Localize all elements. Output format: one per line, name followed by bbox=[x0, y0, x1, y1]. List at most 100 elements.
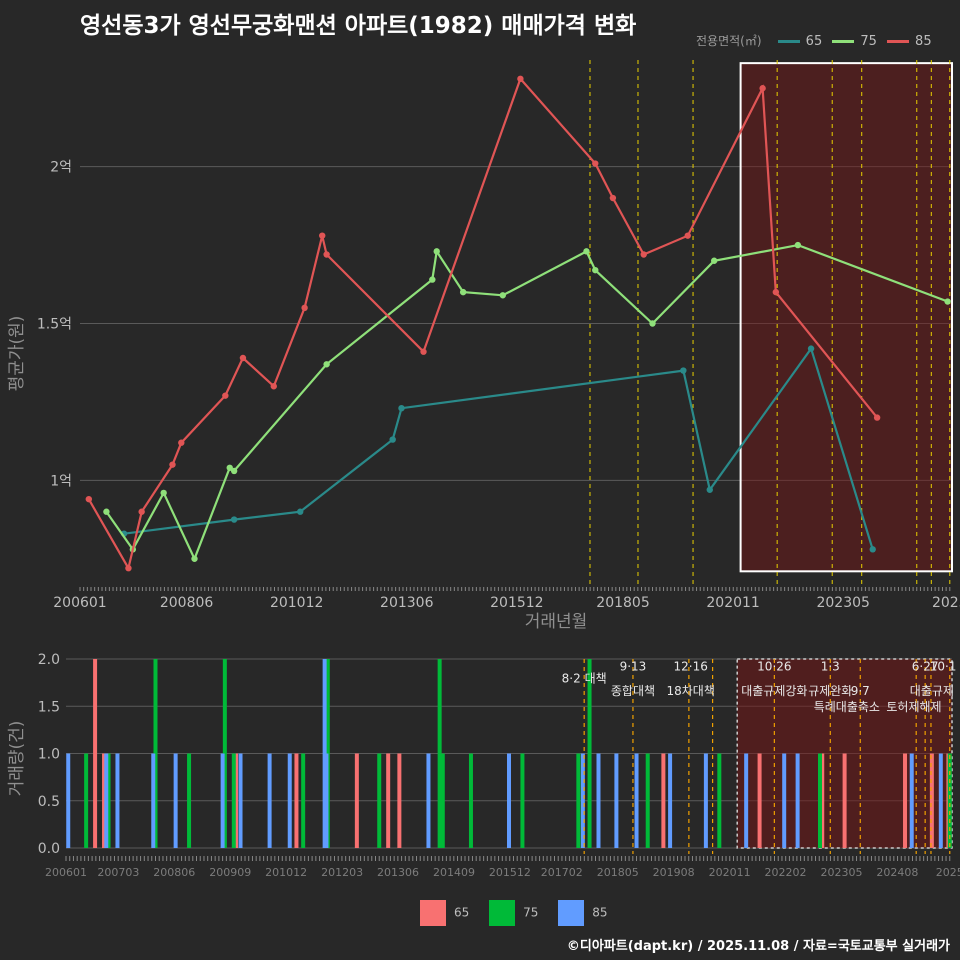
bar-x-tick-13: 202202 bbox=[765, 866, 807, 879]
line-x-tick-6: 202011 bbox=[706, 595, 759, 611]
line-x-tick-5: 201805 bbox=[596, 595, 649, 611]
line-point-85-7 bbox=[270, 383, 277, 390]
bar-85-23 bbox=[938, 753, 943, 848]
line-point-75-6 bbox=[323, 361, 330, 368]
bar-85-4 bbox=[173, 753, 178, 848]
bar-85-19 bbox=[744, 753, 749, 848]
bar-annotation-11: 토허제해제 bbox=[886, 700, 941, 714]
line-point-75-7 bbox=[429, 276, 436, 283]
legend-label-85: 85 bbox=[915, 34, 932, 49]
bar-85-5 bbox=[220, 753, 225, 848]
bar-75-11 bbox=[468, 753, 473, 848]
line-point-85-12 bbox=[517, 75, 524, 83]
line-x-axis-title: 거래년월 bbox=[525, 612, 588, 632]
bar-65-7 bbox=[661, 753, 666, 848]
bar-annotation-3: 12·16 bbox=[673, 659, 707, 673]
bar-75-12 bbox=[520, 753, 525, 848]
line-x-tick-8: 2025 bbox=[932, 595, 960, 611]
line-point-85-9 bbox=[319, 232, 326, 239]
bar-85-12 bbox=[507, 753, 511, 848]
bar-y-tick-3: 1.5 bbox=[38, 699, 60, 715]
bar-85-17 bbox=[668, 753, 673, 848]
bar-85-22 bbox=[909, 753, 914, 848]
line-point-85-11 bbox=[420, 348, 427, 355]
bar-annotation-7: 1·3 bbox=[821, 659, 840, 673]
bar-65-1 bbox=[102, 753, 107, 848]
bar-x-tick-2: 200806 bbox=[153, 866, 195, 879]
line-point-75-11 bbox=[583, 248, 590, 255]
bar-y-tick-4: 2.0 bbox=[38, 652, 60, 668]
line-point-65-4 bbox=[398, 404, 405, 412]
line-x-tick-7: 202305 bbox=[816, 595, 869, 611]
bar-65-5 bbox=[386, 753, 391, 848]
bar-annotation-12: 6·27 bbox=[912, 659, 939, 673]
bar-y-tick-0: 0.0 bbox=[38, 841, 60, 857]
line-point-65-1 bbox=[230, 516, 238, 523]
bar-y-tick-1: 0.5 bbox=[38, 794, 60, 810]
bar-legend-label-75: 75 bbox=[523, 905, 539, 920]
line-x-tick-1: 200806 bbox=[160, 595, 214, 611]
bar-annotation-13: 10·1 bbox=[930, 659, 957, 673]
bar-85-18 bbox=[703, 753, 708, 848]
line-point-75-5 bbox=[230, 467, 238, 475]
bar-85-7 bbox=[267, 753, 272, 848]
bar-y-axis-title: 거래량(건) bbox=[7, 721, 27, 797]
bar-85-14 bbox=[596, 753, 601, 848]
bar-75-9 bbox=[437, 659, 442, 848]
line-point-85-8 bbox=[301, 304, 308, 312]
line-point-85-15 bbox=[640, 251, 647, 258]
line-point-85-19 bbox=[873, 414, 881, 421]
line-y-tick-2: 2억 bbox=[50, 160, 72, 176]
bar-85-2 bbox=[115, 753, 120, 848]
bar-85-11 bbox=[426, 753, 431, 848]
bar-x-tick-16: 2025 bbox=[936, 866, 960, 879]
bar-x-tick-11: 201908 bbox=[653, 866, 695, 879]
line-y-tick-0: 1억 bbox=[50, 473, 72, 489]
legend-label-65: 65 bbox=[805, 34, 823, 49]
bar-75-2 bbox=[153, 659, 158, 848]
bar-x-tick-3: 200909 bbox=[209, 866, 251, 879]
line-y-axis-title: 평균가(원) bbox=[7, 316, 27, 392]
bar-85-20 bbox=[782, 753, 787, 848]
bar-65-3 bbox=[294, 753, 299, 848]
bar-85-10 bbox=[324, 753, 329, 848]
bar-65-11 bbox=[903, 753, 908, 848]
bar-legend-item-75: 75 bbox=[489, 900, 538, 926]
bar-75-1 bbox=[106, 753, 111, 848]
bar-annotation-9: 9·7 bbox=[851, 684, 870, 698]
bar-85-15 bbox=[614, 753, 619, 848]
bar-75-5 bbox=[231, 753, 236, 848]
bar-75-3 bbox=[187, 753, 192, 848]
line-point-85-14 bbox=[609, 194, 617, 202]
bar-x-tick-8: 201512 bbox=[489, 866, 531, 879]
bar-x-tick-5: 201203 bbox=[321, 866, 363, 879]
line-point-65-2 bbox=[297, 508, 304, 515]
bar-75-18 bbox=[947, 753, 952, 848]
line-x-tick-0: 200601 bbox=[53, 595, 106, 611]
bar-annotation-4: 18차대책 bbox=[666, 683, 714, 698]
bar-65-4 bbox=[354, 753, 359, 848]
bar-65-6 bbox=[397, 753, 402, 848]
line-point-85-5 bbox=[222, 392, 229, 399]
line-point-75-16 bbox=[944, 298, 951, 305]
line-point-75-13 bbox=[649, 320, 656, 327]
bar-x-tick-7: 201409 bbox=[433, 866, 475, 879]
line-point-75-14 bbox=[710, 257, 718, 264]
line-point-75-9 bbox=[459, 288, 467, 296]
bar-annotation-10: 특례대출축소 bbox=[814, 700, 880, 714]
line-point-75-8 bbox=[433, 248, 440, 255]
bar-65-0 bbox=[93, 659, 98, 848]
line-point-85-0 bbox=[85, 495, 93, 503]
line-point-65-6 bbox=[706, 486, 713, 493]
bar-legend-swatch-85 bbox=[558, 900, 585, 926]
chart-title: 영선동3가 영선무궁화맨션 아파트(1982) 매매가격 변화 bbox=[80, 13, 637, 39]
bar-75-10 bbox=[440, 753, 445, 848]
credit-text: ©디아파트(dapt.kr) / 2025.11.08 / 자료=국토교통부 실… bbox=[566, 939, 950, 954]
bar-annotation-14: 대출규제 bbox=[910, 684, 954, 698]
legend-item-75: 75 bbox=[832, 34, 877, 49]
bar-annotation-6: 대출규제강화 bbox=[741, 684, 807, 698]
bar-x-tick-6: 201306 bbox=[377, 866, 419, 879]
legend-item-65: 65 bbox=[777, 34, 823, 49]
line-point-75-10 bbox=[499, 292, 506, 299]
